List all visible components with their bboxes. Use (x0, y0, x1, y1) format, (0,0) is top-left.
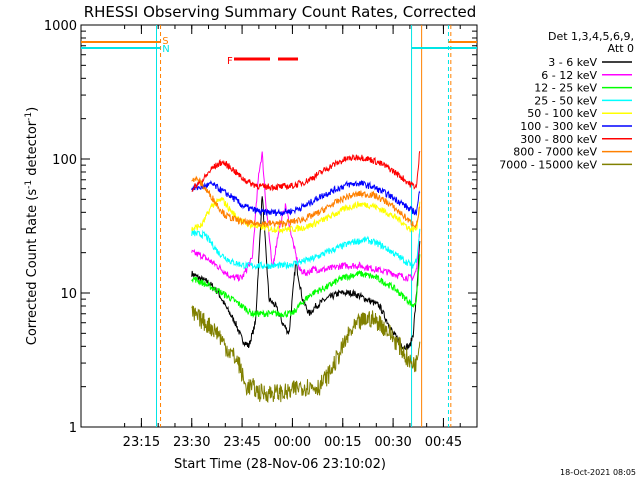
x-tick-label: 00:45 (425, 435, 462, 450)
chart-title: RHESSI Observing Summary Count Rates, Co… (84, 3, 477, 21)
series-line (191, 179, 421, 217)
flag-layer: SN F (162, 36, 298, 67)
y-axis: 1 10 100 1000 (44, 19, 477, 436)
series-line (191, 228, 421, 271)
legend-label: 25 - 50 keV (534, 94, 597, 107)
legend-label: 3 - 6 keV (548, 56, 597, 69)
y-tick-label: 1000 (44, 19, 77, 34)
legend-label: 100 - 300 keV (520, 120, 597, 133)
flag-label-s: S (162, 36, 168, 47)
legend-label: 800 - 7000 keV (513, 146, 597, 159)
x-tick-label: 23:45 (223, 435, 260, 450)
series-line (191, 150, 421, 192)
series-line (191, 304, 421, 403)
legend-label: 300 - 800 keV (520, 133, 597, 146)
series-line (191, 254, 421, 319)
x-tick-label: 00:15 (324, 435, 361, 450)
timestamp: 18-Oct-2021 08:05 (560, 468, 636, 477)
legend-header-line2: Att 0 (608, 42, 634, 55)
series-layer (191, 150, 421, 403)
legend-label: 12 - 25 keV (534, 82, 597, 95)
legend-label: 7000 - 15000 keV (499, 158, 597, 171)
series-line (191, 196, 421, 351)
plot-area: 1 10 100 1000 23:15 23:30 23:45 00:00 00:15 00:3… (44, 19, 478, 450)
x-tick-label: 00:30 (374, 435, 411, 450)
flag-label-f: F (227, 56, 233, 67)
x-tick-label: 23:30 (173, 435, 210, 450)
legend-label: 6 - 12 keV (541, 69, 597, 82)
y-axis-label: Corrected Count Rate (s-1 detector-1) (24, 107, 40, 345)
series-line (191, 175, 421, 229)
y-tick-label: 10 (60, 287, 77, 302)
mode-boundaries (81, 25, 477, 427)
y-tick-label: 100 (52, 153, 77, 168)
series-line (191, 196, 421, 234)
series-line (191, 151, 421, 282)
x-tick-label: 23:15 (123, 435, 160, 450)
flag-label-n: N (162, 44, 169, 55)
x-axis: 23:15 23:30 23:45 00:00 00:15 00:30 00:45 (123, 25, 462, 450)
y-tick-label: 1 (69, 421, 77, 436)
legend-header-line1: Det 1,3,4,5,6,9, (548, 30, 634, 43)
x-axis-label: Start Time (28-Nov-06 23:10:02) (174, 457, 386, 472)
x-tick-label: 00:00 (274, 435, 311, 450)
legend-label: 50 - 100 keV (527, 107, 597, 120)
plot-frame (80, 24, 478, 428)
